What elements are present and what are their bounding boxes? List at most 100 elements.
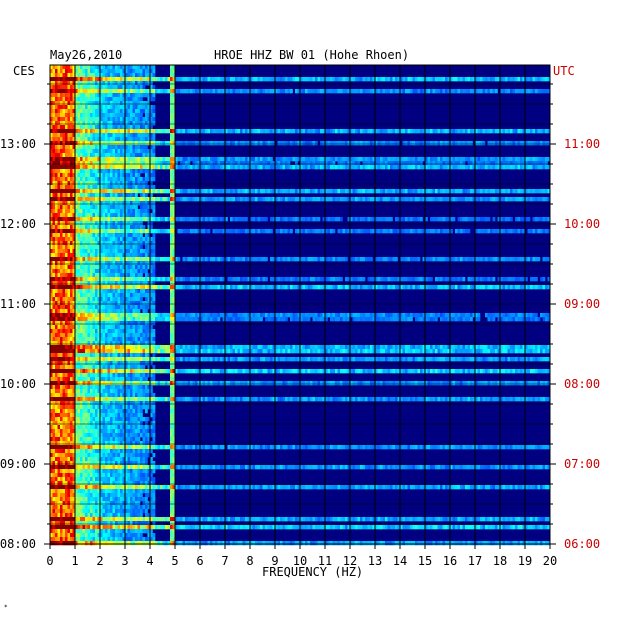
spectrogram-cell [117, 169, 121, 174]
spectrogram-cell [57, 213, 61, 218]
spectrogram-cell [75, 281, 78, 286]
spectrogram-cell [407, 77, 411, 82]
spectrogram-cell [60, 169, 63, 174]
spectrogram-cell [455, 157, 458, 162]
spectrogram-cell [262, 189, 266, 194]
spectrogram-cell [442, 285, 446, 290]
spectrogram-cell [160, 165, 163, 170]
spectrogram-cell [77, 285, 81, 290]
spectrogram-cell [450, 77, 453, 82]
spectrogram-cell [505, 217, 508, 222]
spectrogram-cell [212, 285, 216, 290]
spectrogram-cell [367, 161, 371, 166]
spectrogram-cell [77, 153, 81, 158]
spectrogram-cell [247, 141, 251, 146]
spectrogram-cell [212, 77, 216, 82]
spectrogram-cell [55, 233, 58, 238]
spectrogram-cell [417, 189, 421, 194]
spectrogram-cell [137, 201, 141, 206]
spectrogram-cell [150, 245, 153, 250]
spectrogram-cell [507, 165, 511, 170]
spectrogram-cell [267, 89, 271, 94]
spectrogram-cell [80, 65, 83, 70]
spectrogram-cell [100, 309, 103, 314]
spectrogram-cell [450, 89, 453, 94]
spectrogram-cell [52, 113, 56, 118]
spectrogram-cell [92, 121, 96, 126]
spectrogram-cell [57, 289, 61, 294]
spectrogram-cell [95, 89, 98, 94]
spectrogram-cell [117, 277, 121, 282]
spectrogram-cell [450, 129, 453, 134]
spectrogram-cell [52, 297, 56, 302]
spectrogram-cell [275, 189, 278, 194]
spectrogram-cell [400, 197, 403, 202]
spectrogram-cell [277, 157, 281, 162]
spectrogram-cell [57, 109, 61, 114]
spectrogram-cell [175, 257, 178, 262]
spectrogram-cell [80, 145, 83, 150]
spectrogram-cell [75, 253, 78, 258]
spectrogram-cell [362, 165, 366, 170]
spectrogram-cell [92, 281, 96, 286]
spectrogram-cell [140, 213, 143, 218]
spectrogram-cell [315, 141, 318, 146]
spectrogram-cell [140, 261, 143, 266]
spectrogram-cell [407, 217, 411, 222]
spectrogram-cell [385, 197, 388, 202]
spectrogram-cell [365, 217, 368, 222]
spectrogram-cell [335, 89, 338, 94]
spectrogram-cell [215, 217, 218, 222]
spectrogram-cell [62, 109, 66, 114]
spectrogram-cell [537, 161, 541, 166]
spectrogram-cell [205, 161, 208, 166]
spectrogram-cell [172, 189, 176, 194]
spectrogram-cell [350, 197, 353, 202]
spectrogram-cell [112, 97, 116, 102]
spectrogram-cell [180, 189, 183, 194]
spectrogram-cell [147, 189, 151, 194]
spectrogram-cell [202, 157, 206, 162]
spectrogram-cell [95, 185, 98, 190]
spectrogram-cell [317, 129, 321, 134]
spectrogram-cell [110, 261, 113, 266]
spectrogram-cell [257, 277, 261, 282]
spectrogram-cell [117, 189, 121, 194]
spectrogram-cell [252, 277, 256, 282]
spectrogram-cell [407, 189, 411, 194]
spectrogram-cell [532, 165, 536, 170]
spectrogram-cell [460, 229, 463, 234]
spectrogram-cell [372, 285, 376, 290]
spectrogram-cell [127, 305, 131, 310]
spectrogram-cell [357, 257, 361, 262]
spectrogram-cell [507, 257, 511, 262]
spectrogram-cell [145, 265, 148, 270]
spectrogram-cell [255, 141, 258, 146]
spectrogram-cell [485, 229, 488, 234]
spectrogram-cell [212, 217, 216, 222]
spectrogram-cell [65, 69, 68, 74]
spectrogram-cell [167, 77, 171, 82]
spectrogram-cell [425, 197, 428, 202]
spectrogram-cell [97, 109, 101, 114]
spectrogram-cell [60, 249, 63, 254]
spectrogram-cell [502, 197, 506, 202]
spectrogram-cell [497, 285, 501, 290]
spectrogram-cell [60, 233, 63, 238]
spectrogram-cell [370, 165, 373, 170]
spectrogram-cell [257, 197, 261, 202]
spectrogram-cell [135, 245, 138, 250]
spectrogram-cell [87, 161, 91, 166]
spectrogram-cell [82, 309, 86, 314]
spectrogram-cell [237, 189, 241, 194]
spectrogram-cell [352, 229, 356, 234]
spectrogram-cell [62, 137, 66, 142]
spectrogram-cell [415, 197, 418, 202]
spectrogram-cell [180, 141, 183, 146]
spectrogram-cell [152, 289, 156, 294]
spectrogram-cell [145, 161, 148, 166]
spectrogram-cell [462, 197, 466, 202]
spectrogram-cell [367, 141, 371, 146]
spectrogram-cell [192, 217, 196, 222]
spectrogram-cell [115, 69, 118, 74]
